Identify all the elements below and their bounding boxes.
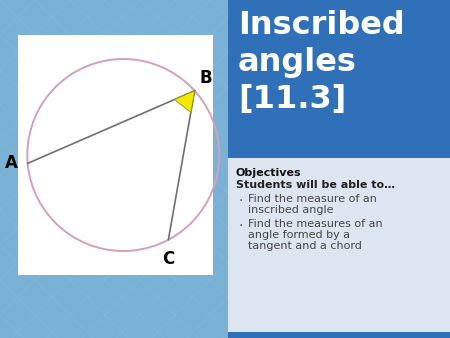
Text: angle formed by a: angle formed by a (248, 230, 350, 240)
Polygon shape (175, 91, 195, 113)
Text: Find the measures of an: Find the measures of an (248, 219, 382, 229)
Bar (18, 35, 213, 275)
Text: ·: · (238, 194, 243, 208)
Bar (228, 158, 450, 338)
Text: ·: · (238, 219, 243, 233)
Text: C: C (162, 250, 175, 268)
Text: inscribed angle: inscribed angle (248, 205, 333, 215)
Text: Inscribed
angles
[11.3]: Inscribed angles [11.3] (238, 10, 405, 115)
Bar (228, 0, 450, 158)
Text: A: A (5, 154, 18, 172)
Bar (228, 332, 450, 338)
Text: tangent and a chord: tangent and a chord (248, 241, 362, 251)
Text: Find the measure of an: Find the measure of an (248, 194, 377, 204)
Text: Objectives: Objectives (236, 168, 302, 178)
Text: Students will be able to…: Students will be able to… (236, 180, 395, 190)
Text: B: B (200, 69, 212, 87)
